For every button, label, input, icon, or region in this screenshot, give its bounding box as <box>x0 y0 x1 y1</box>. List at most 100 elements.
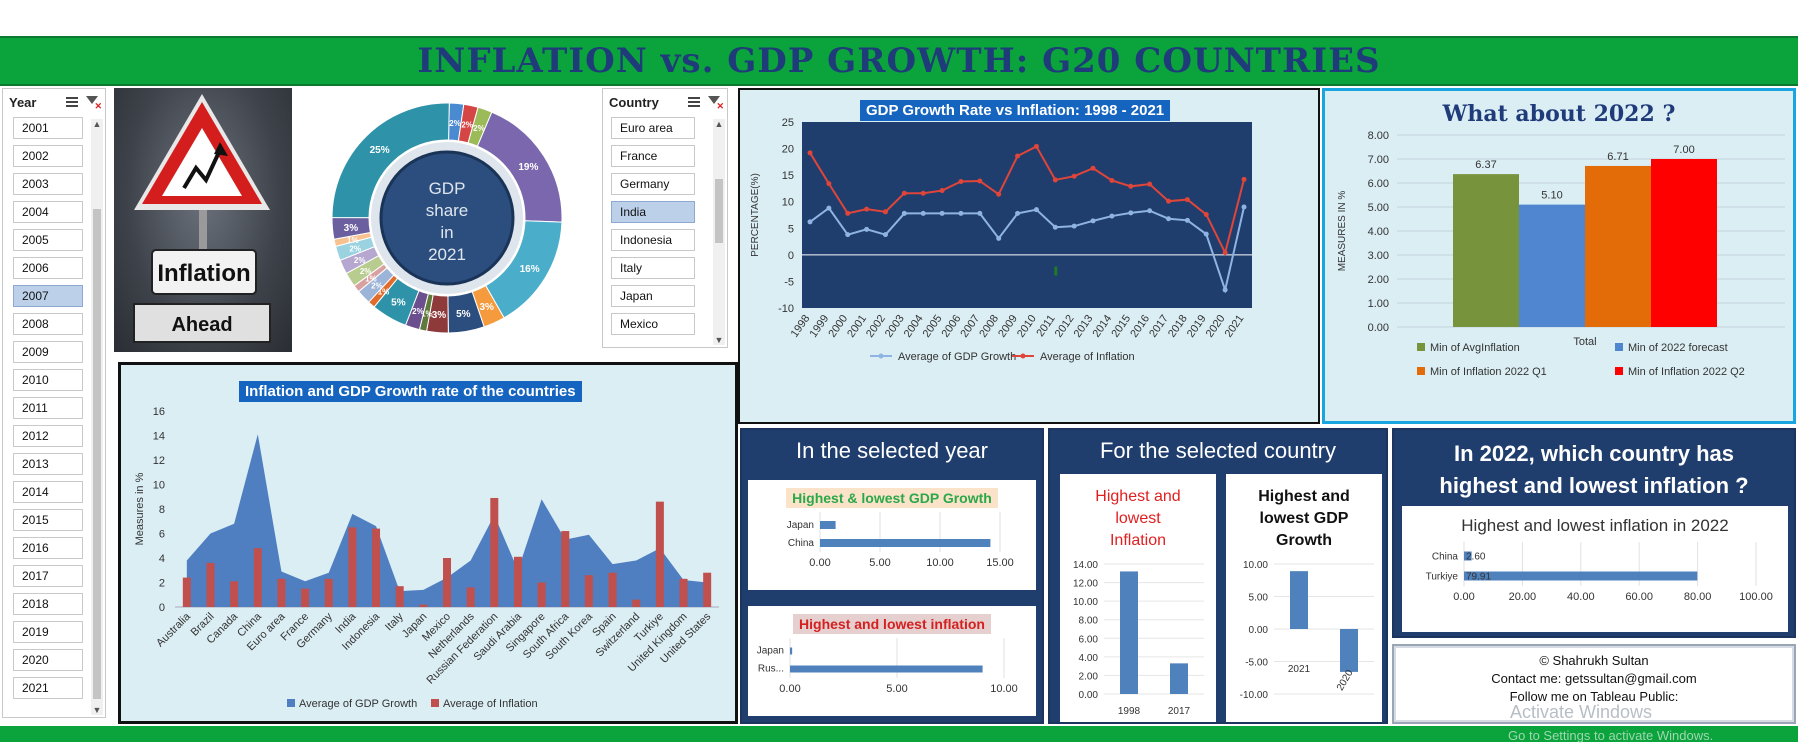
series-line[interactable] <box>809 206 1245 294</box>
data-point[interactable] <box>1147 181 1153 187</box>
data-point[interactable] <box>1109 213 1115 219</box>
data-point[interactable] <box>1241 204 1247 210</box>
year-item[interactable]: 2011 <box>13 397 83 419</box>
year-item[interactable]: 2013 <box>13 453 83 475</box>
bar[interactable] <box>1519 204 1585 327</box>
year-item[interactable]: 2012 <box>13 425 83 447</box>
data-point[interactable] <box>1203 231 1209 237</box>
year-item[interactable]: 2014 <box>13 481 83 503</box>
donut-slice[interactable] <box>331 102 450 219</box>
data-point[interactable] <box>920 210 926 216</box>
data-point[interactable] <box>977 210 983 216</box>
bar[interactable] <box>820 539 991 547</box>
scroll-up-icon[interactable]: ▲ <box>714 119 724 129</box>
data-point[interactable] <box>977 178 983 184</box>
year-item[interactable]: 2018 <box>13 593 83 615</box>
bar[interactable] <box>1585 165 1651 327</box>
inflation-bar[interactable] <box>372 528 381 607</box>
data-point[interactable] <box>996 235 1002 241</box>
series-line[interactable] <box>809 145 1245 256</box>
bar[interactable] <box>790 647 793 655</box>
inflation-bar[interactable] <box>301 588 310 607</box>
inflation-bar[interactable] <box>395 586 404 607</box>
data-point[interactable] <box>1090 165 1096 171</box>
year-item[interactable]: 2016 <box>13 537 83 559</box>
scroll-thumb[interactable] <box>715 179 723 243</box>
inflation-bar[interactable] <box>324 578 333 607</box>
inflation-bar[interactable] <box>679 578 688 607</box>
data-point[interactable] <box>958 210 964 216</box>
data-point[interactable] <box>1222 250 1228 256</box>
inflation-bar[interactable] <box>206 562 215 607</box>
year-slicer-scrollbar[interactable]: ▲ ▼ <box>91 119 103 715</box>
year-item[interactable]: 2007 <box>13 285 83 307</box>
bar[interactable] <box>1651 159 1717 327</box>
data-point[interactable] <box>939 188 945 194</box>
data-point[interactable] <box>1071 223 1077 229</box>
data-point[interactable] <box>845 210 851 216</box>
inflation-bar[interactable] <box>537 582 546 608</box>
data-point[interactable] <box>958 179 964 185</box>
bar[interactable] <box>1453 174 1519 327</box>
inflation-bar[interactable] <box>584 575 593 607</box>
gdp-area[interactable] <box>186 434 708 607</box>
year-item[interactable]: 2015 <box>13 509 83 531</box>
credits-contact[interactable]: Contact me: getssultan@gmail.com <box>1491 671 1697 686</box>
year-item[interactable]: 2017 <box>13 565 83 587</box>
data-point[interactable] <box>864 206 870 212</box>
data-point[interactable] <box>882 209 888 215</box>
country-item[interactable]: Germany <box>611 173 695 195</box>
year-item[interactable]: 2021 <box>13 677 83 699</box>
data-point[interactable] <box>826 205 832 211</box>
data-point[interactable] <box>1147 208 1153 214</box>
inflation-bar[interactable] <box>632 599 641 607</box>
data-point[interactable] <box>1166 198 1172 204</box>
country-item[interactable]: Italy <box>611 257 695 279</box>
year-item[interactable]: 2002 <box>13 145 83 167</box>
data-point[interactable] <box>1109 177 1115 183</box>
year-item[interactable]: 2010 <box>13 369 83 391</box>
inflation-bar[interactable] <box>253 548 262 607</box>
data-point[interactable] <box>1128 210 1134 216</box>
year-item[interactable]: 2004 <box>13 201 83 223</box>
data-point[interactable] <box>807 150 813 156</box>
year-item[interactable]: 2005 <box>13 229 83 251</box>
data-point[interactable] <box>1184 197 1190 203</box>
inflation-bar[interactable] <box>419 604 428 607</box>
country-item[interactable]: Mexico <box>611 313 695 335</box>
country-item[interactable]: Euro area <box>611 117 695 139</box>
inflation-bar[interactable] <box>230 581 239 607</box>
inflation-bar[interactable] <box>655 501 664 607</box>
data-point[interactable] <box>1166 216 1172 222</box>
data-point[interactable] <box>920 190 926 196</box>
data-point[interactable] <box>1222 287 1228 293</box>
inflation-bar[interactable] <box>348 527 357 607</box>
year-item[interactable]: 2008 <box>13 313 83 335</box>
year-item[interactable]: 2019 <box>13 621 83 643</box>
data-point[interactable] <box>845 232 851 238</box>
inflation-bar[interactable] <box>703 572 712 607</box>
data-point[interactable] <box>939 210 945 216</box>
data-point[interactable] <box>826 181 832 187</box>
inflation-bar[interactable] <box>490 497 499 607</box>
bar[interactable] <box>1120 571 1138 694</box>
country-item[interactable]: France <box>611 145 695 167</box>
inflation-bar[interactable] <box>182 577 191 607</box>
clear-filter-icon[interactable] <box>85 95 102 112</box>
country-item[interactable]: India <box>611 201 695 223</box>
scroll-up-icon[interactable]: ▲ <box>92 119 102 129</box>
scroll-down-icon[interactable]: ▼ <box>714 335 724 345</box>
inflation-bar[interactable] <box>513 556 522 607</box>
bar[interactable] <box>1340 629 1358 672</box>
data-point[interactable] <box>996 191 1002 197</box>
inflation-bar[interactable] <box>277 578 286 607</box>
data-point[interactable] <box>1033 207 1039 213</box>
inflation-bar[interactable] <box>466 587 475 607</box>
country-item[interactable]: Indonesia <box>611 229 695 251</box>
scroll-down-icon[interactable]: ▼ <box>92 705 102 715</box>
data-point[interactable] <box>1015 153 1021 159</box>
country-slicer-scrollbar[interactable]: ▲ ▼ <box>713 119 725 345</box>
bar[interactable] <box>790 665 983 673</box>
bar[interactable] <box>1290 571 1308 629</box>
year-item[interactable]: 2009 <box>13 341 83 363</box>
